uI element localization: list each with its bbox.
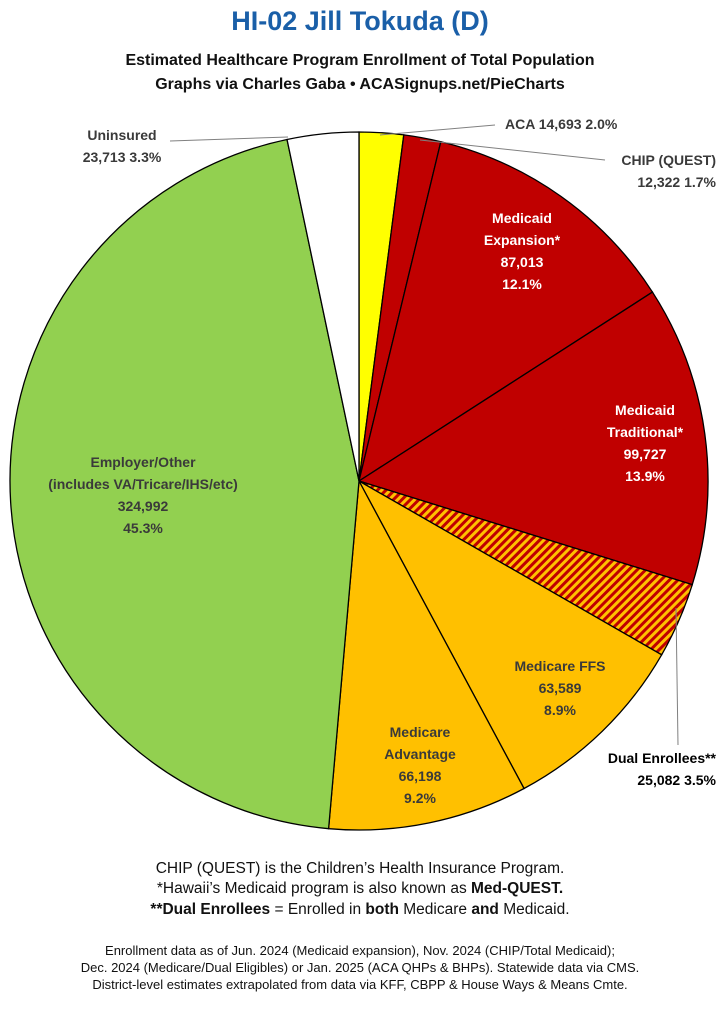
leader-aca — [379, 124, 496, 136]
label-medicaid-expansion-line: Medicaid — [492, 210, 552, 226]
label-medicare-advantage-line: Advantage — [384, 746, 456, 762]
label-employer-other-line: 324,992 — [118, 498, 169, 514]
dual-enrollees-note: **Dual Enrollees = Enrolled in both Medi… — [0, 900, 720, 920]
label-medicaid-traditional-line: Medicaid — [615, 402, 675, 418]
label-dual-enrollees: Dual Enrollees** 25,082 3.5% — [608, 750, 717, 788]
label-chip-quest: CHIP (QUEST) 12,322 1.7% — [621, 152, 716, 190]
medquest-note: *Hawaii’s Medicaid program is also known… — [0, 879, 720, 899]
medquest-note-bold: Med-QUEST. — [471, 880, 564, 897]
label-employer-other-line: 45.3% — [123, 520, 163, 536]
slice-employer-other — [9, 138, 360, 830]
footer-line-1: Enrollment data as of Jun. 2024 (Medicai… — [105, 943, 615, 958]
label-employer-other: Employer/Other (includes VA/Tricare/IHS/e… — [48, 454, 238, 536]
dual-note-t1: = Enrolled in — [270, 901, 366, 918]
label-medicaid-expansion-line: 87,013 — [501, 254, 544, 270]
label-medicare-ffs-line: 63,589 — [539, 680, 582, 696]
label-medicare-ffs-line: 8.9% — [544, 702, 576, 718]
label-medicaid-traditional-line: 99,727 — [624, 446, 667, 462]
slice-uninsured — [286, 131, 360, 482]
slice-medicaid-traditional — [357, 291, 709, 586]
label-dual-enrollees-line: Dual Enrollees** — [608, 750, 717, 766]
label-employer-other-line: (includes VA/Tricare/IHS/etc) — [48, 476, 238, 492]
label-medicaid-expansion-line: 12.1% — [502, 276, 542, 292]
label-employer-other-line: Employer/Other — [90, 454, 196, 470]
leader-dual-enrollees — [675, 607, 679, 746]
medquest-note-text: *Hawaii’s Medicaid program is also known… — [156, 880, 471, 897]
chart-subtitle: Estimated Healthcare Program Enrollment … — [125, 52, 595, 69]
label-medicaid-expansion-line: Expansion* — [484, 232, 561, 248]
dual-note-t3: Medicaid. — [498, 901, 570, 918]
label-medicare-advantage-line: 66,198 — [399, 768, 442, 784]
chip-note: CHIP (QUEST) is the Children’s Health In… — [155, 860, 565, 877]
label-medicare-ffs-line: Medicare FFS — [514, 658, 605, 674]
label-aca-line: ACA 14,693 2.0% — [505, 116, 618, 132]
label-uninsured-line: Uninsured — [87, 127, 156, 143]
label-medicare-advantage-line: Medicare — [390, 724, 451, 740]
dual-note-t2: Medicare — [398, 901, 472, 918]
pie-chart: ACA 14,693 2.0% CHIP (QUEST) 12,322 1.7% Me… — [9, 116, 717, 831]
label-chip-quest-line: CHIP (QUEST) — [621, 152, 716, 168]
chart-source: Graphs via Charles Gaba • ACASignups.net… — [155, 76, 565, 93]
label-uninsured: Uninsured 23,713 3.3% — [83, 127, 162, 165]
leader-uninsured — [169, 136, 289, 142]
label-aca: ACA 14,693 2.0% — [505, 116, 618, 132]
slice-medicare-ffs — [357, 479, 663, 790]
label-medicare-advantage: Medicare Advantage 66,198 9.2% — [384, 724, 456, 806]
page-title: HI-02 Jill Tokuda (D) — [231, 6, 489, 36]
slice-medicaid-expansion — [357, 140, 654, 483]
label-uninsured-line: 23,713 3.3% — [83, 149, 162, 165]
leader-chip-quest — [419, 139, 606, 161]
label-medicare-advantage-line: 9.2% — [404, 790, 436, 806]
dual-note-b2: both — [365, 901, 399, 918]
label-medicare-ffs: Medicare FFS 63,589 8.9% — [514, 658, 605, 718]
slice-medicare-advantage — [327, 478, 525, 831]
dual-note-b1: **Dual Enrollees — [150, 901, 271, 918]
label-medicaid-traditional: Medicaid Traditional* 99,727 13.9% — [607, 402, 684, 484]
dual-note-b3: and — [471, 901, 499, 918]
footer-line-3: District-level estimates extrapolated fr… — [92, 977, 628, 992]
label-medicaid-traditional-line: Traditional* — [607, 424, 684, 440]
label-medicaid-traditional-line: 13.9% — [625, 468, 665, 484]
label-chip-quest-line: 12,322 1.7% — [637, 174, 716, 190]
label-medicaid-expansion: Medicaid Expansion* 87,013 12.1% — [484, 210, 561, 292]
label-dual-enrollees-line: 25,082 3.5% — [637, 772, 716, 788]
footer-line-2: Dec. 2024 (Medicare/Dual Eligibles) or J… — [80, 960, 640, 975]
